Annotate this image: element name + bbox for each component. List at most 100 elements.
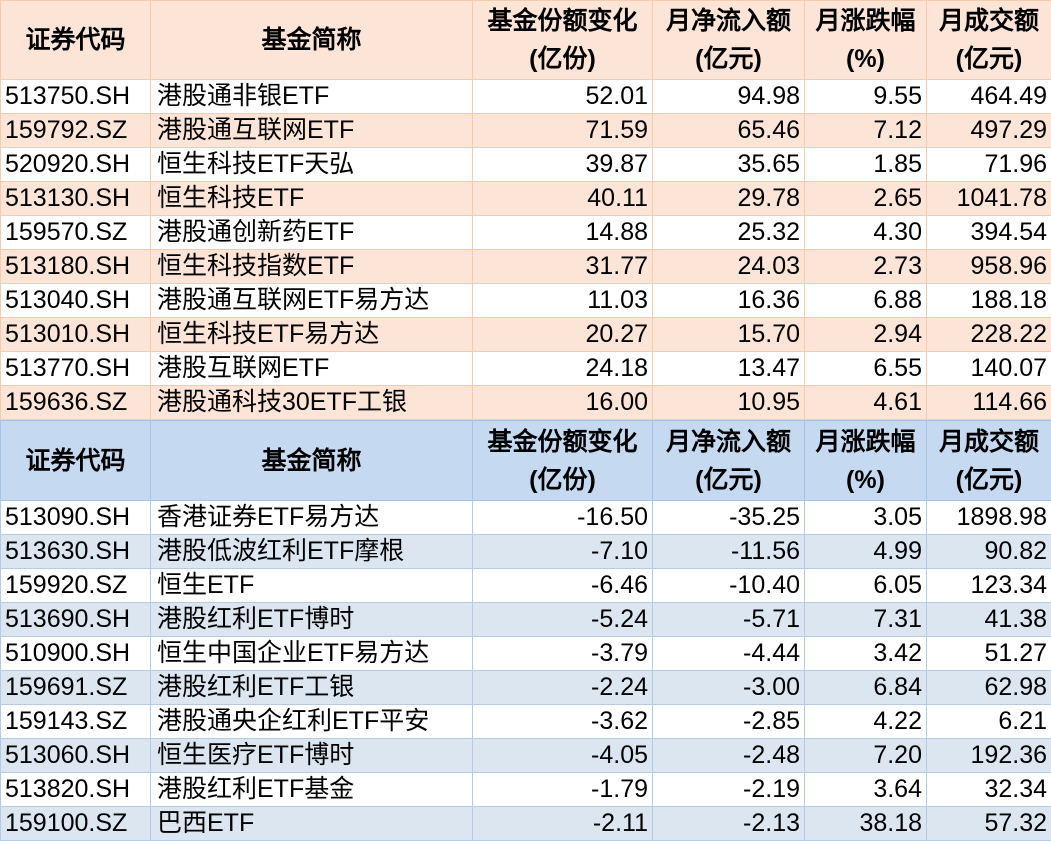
cell-monthly-turnover: 57.32 bbox=[927, 807, 1051, 841]
cell-share-change: 39.87 bbox=[473, 148, 653, 182]
cell-monthly-turnover: 62.98 bbox=[927, 671, 1051, 705]
cell-monthly-turnover: 1898.98 bbox=[927, 501, 1051, 535]
cell-name: 恒生医疗ETF博时 bbox=[151, 739, 473, 773]
cell-monthly-change: 7.31 bbox=[805, 603, 927, 637]
cell-name: 恒生ETF bbox=[151, 569, 473, 603]
cell-net-inflow: -2.85 bbox=[653, 705, 805, 739]
cell-code: 159143.SZ bbox=[1, 705, 151, 739]
cell-share-change: -2.11 bbox=[473, 807, 653, 841]
cell-net-inflow: 13.47 bbox=[653, 352, 805, 386]
cell-monthly-change: 3.64 bbox=[805, 773, 927, 807]
cell-net-inflow: 24.03 bbox=[653, 250, 805, 284]
cell-monthly-turnover: 228.22 bbox=[927, 318, 1051, 352]
cell-share-change: -2.24 bbox=[473, 671, 653, 705]
header-name: 基金简称 bbox=[151, 421, 473, 501]
cell-name: 港股红利ETF博时 bbox=[151, 603, 473, 637]
cell-monthly-turnover: 497.29 bbox=[927, 114, 1051, 148]
cell-net-inflow: 16.36 bbox=[653, 284, 805, 318]
cell-net-inflow: -10.40 bbox=[653, 569, 805, 603]
header-code: 证券代码 bbox=[1, 1, 151, 80]
cell-net-inflow: -11.56 bbox=[653, 535, 805, 569]
cell-monthly-turnover: 140.07 bbox=[927, 352, 1051, 386]
cell-net-inflow: -2.19 bbox=[653, 773, 805, 807]
cell-net-inflow: -3.00 bbox=[653, 671, 805, 705]
outflow-header-row: 证券代码基金简称基金份额变化 (亿份)月净流入额 (亿元)月涨跌幅 (%)月成交… bbox=[1, 421, 1051, 501]
cell-name: 恒生科技指数ETF bbox=[151, 250, 473, 284]
cell-code: 513770.SH bbox=[1, 352, 151, 386]
cell-monthly-change: 6.55 bbox=[805, 352, 927, 386]
cell-net-inflow: 10.95 bbox=[653, 386, 805, 420]
cell-monthly-change: 3.42 bbox=[805, 637, 927, 671]
cell-monthly-turnover: 394.54 bbox=[927, 216, 1051, 250]
cell-code: 510900.SH bbox=[1, 637, 151, 671]
cell-name: 港股红利ETF工银 bbox=[151, 671, 473, 705]
header-name: 基金简称 bbox=[151, 1, 473, 80]
cell-net-inflow: 29.78 bbox=[653, 182, 805, 216]
header-share-change: 基金份额变化 (亿份) bbox=[473, 421, 653, 501]
cell-monthly-change: 6.84 bbox=[805, 671, 927, 705]
cell-share-change: -1.79 bbox=[473, 773, 653, 807]
cell-monthly-change: 2.94 bbox=[805, 318, 927, 352]
cell-share-change: -16.50 bbox=[473, 501, 653, 535]
cell-code: 159792.SZ bbox=[1, 114, 151, 148]
cell-name: 港股低波红利ETF摩根 bbox=[151, 535, 473, 569]
cell-code: 159636.SZ bbox=[1, 386, 151, 420]
cell-code: 159691.SZ bbox=[1, 671, 151, 705]
cell-monthly-change: 4.99 bbox=[805, 535, 927, 569]
header-monthly-turnover: 月成交额 (亿元) bbox=[927, 421, 1051, 501]
cell-monthly-change: 4.22 bbox=[805, 705, 927, 739]
header-net-inflow: 月净流入额 (亿元) bbox=[653, 1, 805, 80]
cell-net-inflow: 15.70 bbox=[653, 318, 805, 352]
header-monthly-change: 月涨跌幅 (%) bbox=[805, 421, 927, 501]
cell-name: 港股红利ETF基金 bbox=[151, 773, 473, 807]
cell-name: 港股通科技30ETF工银 bbox=[151, 386, 473, 420]
cell-share-change: -3.79 bbox=[473, 637, 653, 671]
cell-share-change: -6.46 bbox=[473, 569, 653, 603]
cell-net-inflow: 25.32 bbox=[653, 216, 805, 250]
cell-share-change: 24.18 bbox=[473, 352, 653, 386]
cell-monthly-change: 9.55 bbox=[805, 80, 927, 114]
cell-name: 港股通创新药ETF bbox=[151, 216, 473, 250]
cell-name: 恒生科技ETF天弘 bbox=[151, 148, 473, 182]
cell-name: 港股通央企红利ETF平安 bbox=[151, 705, 473, 739]
cell-monthly-change: 2.73 bbox=[805, 250, 927, 284]
header-share-change: 基金份额变化 (亿份) bbox=[473, 1, 653, 80]
cell-name: 巴西ETF bbox=[151, 807, 473, 841]
header-monthly-change: 月涨跌幅 (%) bbox=[805, 1, 927, 80]
cell-code: 513690.SH bbox=[1, 603, 151, 637]
cell-monthly-change: 2.65 bbox=[805, 182, 927, 216]
cell-monthly-turnover: 188.18 bbox=[927, 284, 1051, 318]
cell-name: 恒生中国企业ETF易方达 bbox=[151, 637, 473, 671]
cell-monthly-turnover: 114.66 bbox=[927, 386, 1051, 420]
cell-code: 159100.SZ bbox=[1, 807, 151, 841]
cell-monthly-change: 7.12 bbox=[805, 114, 927, 148]
cell-share-change: -5.24 bbox=[473, 603, 653, 637]
cell-share-change: -4.05 bbox=[473, 739, 653, 773]
cell-share-change: -3.62 bbox=[473, 705, 653, 739]
cell-monthly-change: 3.05 bbox=[805, 501, 927, 535]
cell-net-inflow: 94.98 bbox=[653, 80, 805, 114]
cell-name: 港股通互联网ETF易方达 bbox=[151, 284, 473, 318]
cell-code: 513040.SH bbox=[1, 284, 151, 318]
cell-code: 513060.SH bbox=[1, 739, 151, 773]
cell-code: 513090.SH bbox=[1, 501, 151, 535]
cell-share-change: 31.77 bbox=[473, 250, 653, 284]
cell-monthly-change: 4.61 bbox=[805, 386, 927, 420]
cell-code: 159570.SZ bbox=[1, 216, 151, 250]
cell-net-inflow: 65.46 bbox=[653, 114, 805, 148]
cell-monthly-turnover: 41.38 bbox=[927, 603, 1051, 637]
cell-net-inflow: -2.13 bbox=[653, 807, 805, 841]
